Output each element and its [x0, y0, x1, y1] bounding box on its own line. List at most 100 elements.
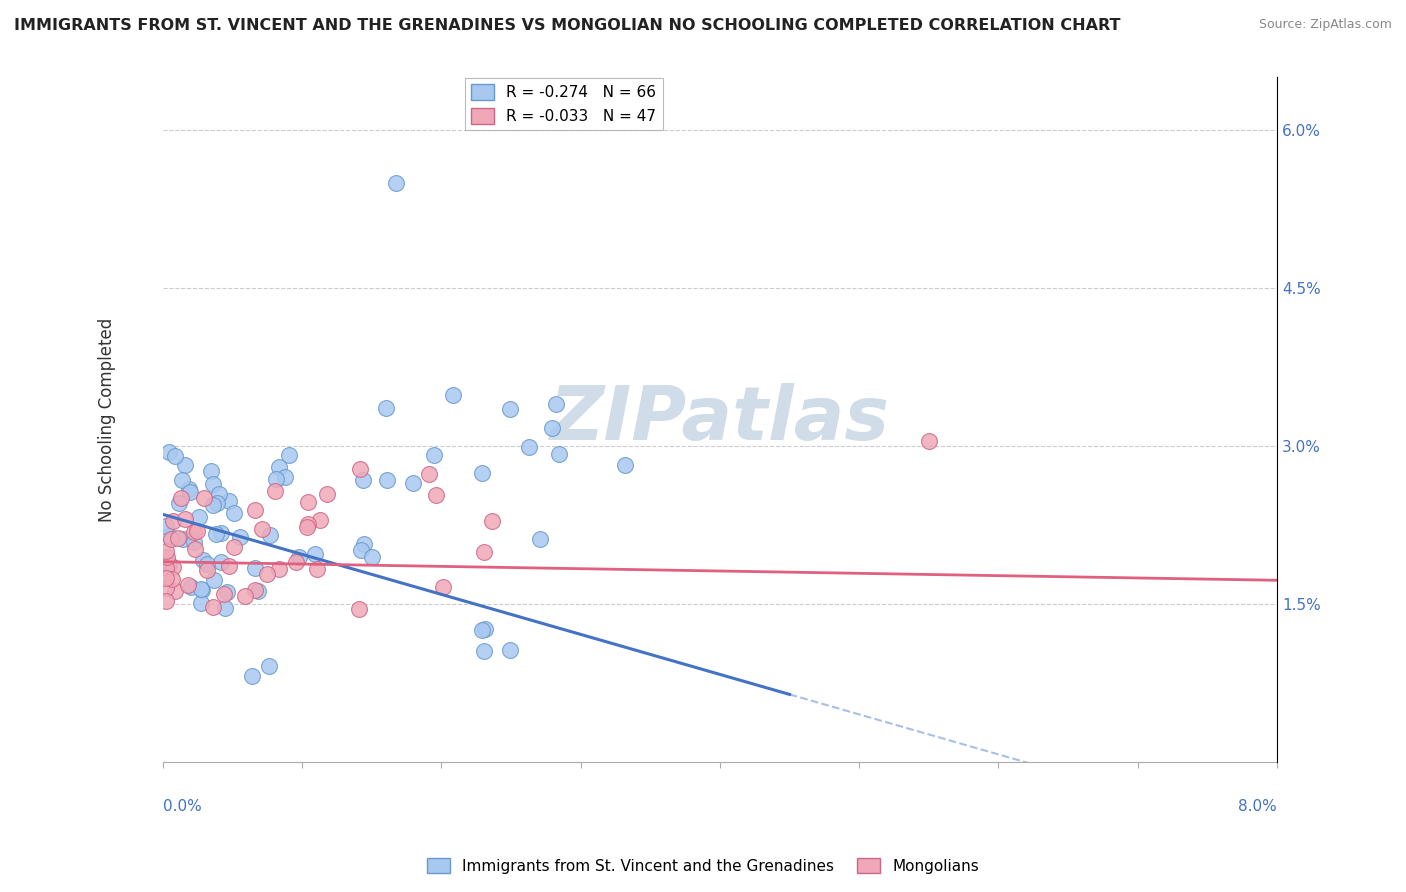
Point [309, 513, 332, 527]
Point [172, 532, 194, 546]
Point [155, 582, 177, 596]
Point [202, 476, 225, 491]
Point [402, 476, 425, 491]
Point [174, 512, 197, 526]
Point [474, 545, 496, 559]
Point [184, 541, 207, 556]
Point [474, 622, 496, 636]
Point [169, 496, 191, 510]
Point [157, 557, 180, 571]
Point [193, 491, 215, 505]
Point [155, 560, 177, 574]
Point [202, 498, 225, 512]
Point [162, 559, 184, 574]
Point [264, 472, 287, 486]
Point [209, 555, 232, 569]
Legend: Immigrants from St. Vincent and the Grenadines, Mongolians: Immigrants from St. Vincent and the Gren… [420, 852, 986, 880]
Point [205, 496, 228, 510]
Point [201, 599, 224, 614]
Point [374, 401, 396, 416]
Point [233, 589, 256, 603]
Point [481, 514, 503, 528]
Point [361, 549, 384, 564]
Text: ZIPatlas: ZIPatlas [550, 383, 890, 456]
Point [191, 553, 214, 567]
Point [246, 584, 269, 599]
Point [190, 582, 212, 596]
Point [212, 587, 235, 601]
Point [179, 484, 201, 499]
Point [278, 448, 301, 462]
Point [173, 458, 195, 472]
Point [269, 562, 291, 576]
Point [155, 544, 177, 558]
Point [163, 449, 186, 463]
Point [222, 540, 245, 554]
Point [243, 502, 266, 516]
Point [204, 527, 226, 541]
Point [353, 537, 375, 551]
Point [316, 486, 339, 500]
Point [350, 542, 373, 557]
Point [165, 584, 187, 599]
Point [162, 514, 184, 528]
Point [243, 583, 266, 598]
Point [155, 519, 177, 533]
Point [918, 434, 941, 448]
Point [297, 517, 319, 532]
Point [285, 555, 308, 569]
Point [375, 473, 398, 487]
Point [432, 580, 454, 594]
Point [208, 486, 231, 500]
Point [157, 529, 180, 543]
Point [274, 470, 297, 484]
Point [385, 176, 408, 190]
Point [228, 530, 250, 544]
Point [222, 506, 245, 520]
Point [170, 473, 193, 487]
Point [209, 525, 232, 540]
Point [295, 520, 318, 534]
Point [155, 594, 177, 608]
Point [245, 561, 267, 575]
Point [264, 484, 287, 499]
Point [305, 562, 328, 576]
Point [159, 445, 181, 459]
Text: 0.0%: 0.0% [163, 799, 201, 814]
Point [191, 582, 214, 597]
Point [195, 557, 218, 571]
Point [304, 547, 326, 561]
Legend: R = -0.274   N = 66, R = -0.033   N = 47: R = -0.274 N = 66, R = -0.033 N = 47 [465, 78, 662, 130]
Point [190, 596, 212, 610]
Text: Source: ZipAtlas.com: Source: ZipAtlas.com [1258, 18, 1392, 31]
Point [349, 461, 371, 475]
Point [240, 669, 263, 683]
Text: IMMIGRANTS FROM ST. VINCENT AND THE GRENADINES VS MONGOLIAN NO SCHOOLING COMPLET: IMMIGRANTS FROM ST. VINCENT AND THE GREN… [14, 18, 1121, 33]
Point [177, 483, 200, 497]
Point [217, 585, 239, 599]
Text: No Schooling Completed: No Schooling Completed [98, 318, 117, 522]
Point [195, 563, 218, 577]
Point [200, 465, 222, 479]
Point [214, 600, 236, 615]
Point [471, 466, 494, 480]
Point [529, 532, 551, 546]
Point [183, 525, 205, 540]
Point [183, 535, 205, 549]
Point [297, 495, 319, 509]
Point [423, 448, 446, 462]
Point [259, 528, 281, 542]
Point [352, 473, 374, 487]
Point [470, 624, 492, 638]
Point [170, 491, 193, 506]
Text: 8.0%: 8.0% [1239, 799, 1277, 814]
Point [517, 440, 540, 454]
Point [443, 388, 465, 402]
Point [256, 567, 278, 582]
Point [499, 642, 522, 657]
Point [541, 421, 564, 435]
Point [472, 643, 495, 657]
Point [418, 467, 440, 481]
Point [257, 658, 280, 673]
Point [250, 523, 273, 537]
